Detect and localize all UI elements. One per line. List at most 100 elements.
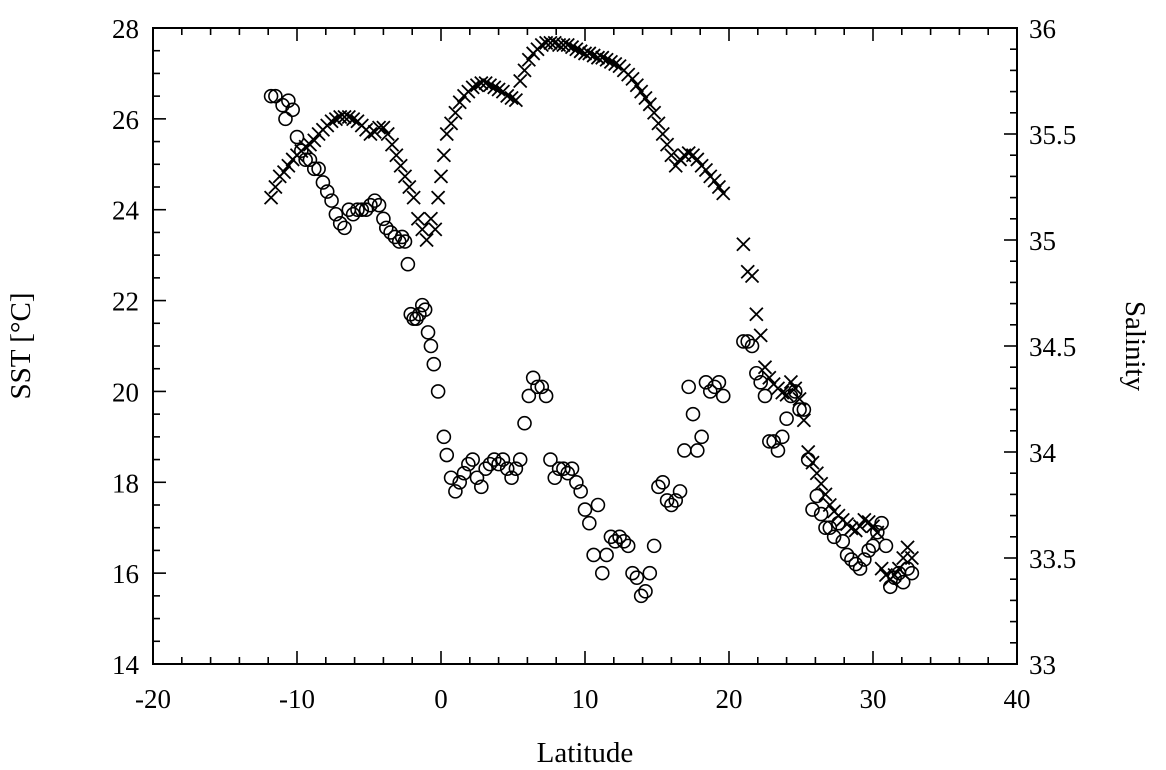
sst-point bbox=[436, 429, 452, 445]
sst-point bbox=[354, 202, 370, 218]
sst-point bbox=[478, 461, 493, 476]
sst-point bbox=[332, 216, 348, 231]
salinity-point bbox=[736, 237, 751, 252]
sst-point bbox=[694, 429, 709, 445]
salinity-point bbox=[389, 148, 404, 163]
sst-point bbox=[736, 334, 751, 349]
salinity-point bbox=[805, 455, 820, 470]
salinity-point bbox=[448, 105, 463, 120]
sst-point bbox=[530, 379, 545, 395]
sst-point bbox=[289, 129, 305, 145]
sst-point bbox=[363, 197, 378, 213]
salinity-point bbox=[474, 75, 489, 91]
salinity-point bbox=[818, 487, 833, 502]
salinity-point bbox=[690, 152, 705, 167]
salinity-point bbox=[337, 109, 352, 125]
sst-point bbox=[766, 434, 781, 449]
sst-point bbox=[603, 529, 619, 545]
sst-point bbox=[430, 384, 446, 399]
salinity-point bbox=[376, 120, 391, 135]
salinity-point bbox=[521, 52, 536, 67]
salinity-point bbox=[844, 521, 859, 536]
salinity-point bbox=[268, 179, 283, 195]
salinity-point bbox=[443, 116, 459, 131]
salinity-point bbox=[753, 328, 768, 343]
sst-point bbox=[590, 497, 606, 513]
sst-point bbox=[482, 456, 498, 472]
sst-point bbox=[779, 411, 794, 426]
plot-frame bbox=[152, 27, 1018, 665]
salinity-point bbox=[814, 476, 829, 491]
salinity-point bbox=[543, 35, 558, 50]
salinity-point bbox=[281, 158, 296, 173]
sst-point bbox=[474, 479, 489, 495]
salinity-point bbox=[642, 97, 657, 112]
y-right-tick-label: 35.5 bbox=[1029, 120, 1076, 150]
y-right-tick-label: 33 bbox=[1029, 650, 1056, 680]
sst-point bbox=[443, 470, 459, 486]
salinity-point bbox=[762, 370, 777, 385]
x-tick-label: -20 bbox=[135, 684, 171, 714]
sst-point bbox=[620, 538, 636, 554]
sst-point bbox=[420, 325, 436, 340]
sst-point bbox=[857, 552, 872, 567]
sst-point bbox=[800, 452, 816, 467]
sst-point bbox=[525, 370, 541, 386]
salinity-point bbox=[341, 109, 356, 125]
sst-point bbox=[744, 338, 760, 354]
sst-point bbox=[577, 502, 593, 517]
salinity-point bbox=[491, 82, 506, 97]
sst-point bbox=[298, 152, 313, 168]
y-right-tick-label: 34.5 bbox=[1029, 332, 1076, 362]
sst-point bbox=[633, 588, 649, 604]
salinity-point bbox=[870, 525, 885, 540]
sst-point bbox=[358, 202, 374, 218]
salinity-point bbox=[749, 307, 764, 322]
sst-point bbox=[757, 388, 773, 404]
sst-point bbox=[400, 256, 416, 272]
sst-point bbox=[426, 356, 442, 372]
y-right-tick-label: 36 bbox=[1029, 14, 1056, 44]
salinity-point bbox=[430, 190, 446, 205]
salinity-point bbox=[263, 190, 279, 205]
sst-point bbox=[711, 375, 727, 390]
sst-point bbox=[749, 365, 764, 381]
sst-point bbox=[770, 443, 786, 458]
y-left-tick-label: 28 bbox=[112, 14, 139, 44]
sst-point bbox=[612, 529, 627, 545]
y-right-tick-label: 35 bbox=[1029, 226, 1056, 256]
y-left-tick-label: 26 bbox=[112, 105, 139, 135]
salinity-point bbox=[891, 561, 907, 576]
x-tick-label: 20 bbox=[716, 684, 743, 714]
sst-point bbox=[685, 406, 701, 422]
salinity-point bbox=[865, 519, 881, 534]
sst-point bbox=[655, 474, 671, 490]
salinity-point bbox=[577, 46, 593, 61]
sst-point bbox=[835, 534, 851, 549]
salinity-point bbox=[659, 137, 675, 152]
y-right-tick-label: 33.5 bbox=[1029, 544, 1076, 574]
sst-point bbox=[569, 474, 584, 490]
salinity-point bbox=[428, 222, 443, 237]
salinity-point bbox=[775, 385, 790, 400]
sst-point bbox=[469, 470, 485, 486]
sst-point bbox=[328, 206, 344, 222]
salinity-point bbox=[603, 54, 619, 70]
salinity-point bbox=[504, 90, 519, 106]
sst-point bbox=[294, 143, 309, 158]
salinity-point bbox=[668, 158, 683, 173]
x-axis-title: Latitude bbox=[537, 737, 634, 769]
x-tick-label: 30 bbox=[860, 684, 887, 714]
salinity-point bbox=[655, 126, 670, 142]
salinity-point bbox=[482, 78, 498, 93]
sst-point bbox=[668, 493, 684, 508]
sst-point bbox=[285, 102, 300, 118]
salinity-point bbox=[590, 50, 606, 65]
salinity-point bbox=[500, 88, 515, 103]
sst-point bbox=[499, 461, 515, 476]
salinity-point bbox=[792, 391, 807, 407]
sst-point bbox=[367, 193, 383, 208]
x-tick-label: -10 bbox=[279, 684, 315, 714]
salinity-point bbox=[419, 232, 434, 248]
